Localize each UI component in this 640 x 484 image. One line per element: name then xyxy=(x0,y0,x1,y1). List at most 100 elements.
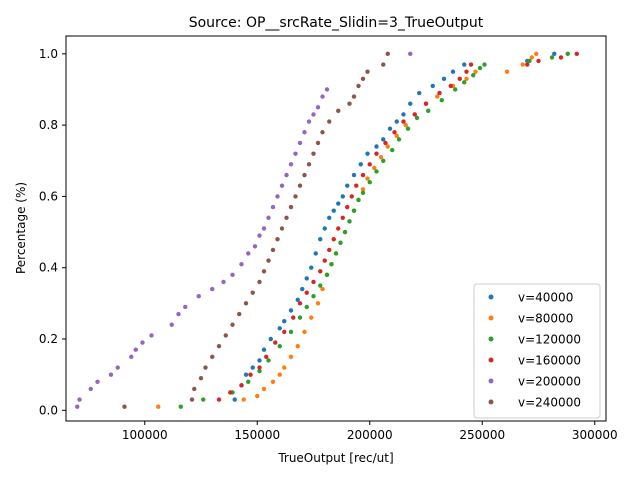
data-point-s5-2 xyxy=(192,386,197,392)
data-point-s0-25 xyxy=(374,144,379,149)
data-point-s3-5 xyxy=(264,354,269,360)
data-point-s0-29 xyxy=(401,112,406,117)
chart-title: Source: OP__srcRate_Slidin=3_TrueOutput xyxy=(189,15,484,31)
data-point-s4-12 xyxy=(183,304,188,310)
data-point-s4-1 xyxy=(77,397,82,402)
data-point-s2-3 xyxy=(246,379,251,384)
data-point-s4-14 xyxy=(210,286,215,292)
data-point-s5-6 xyxy=(216,343,222,349)
data-point-s0-35 xyxy=(462,62,467,67)
data-point-s2-4 xyxy=(257,368,262,374)
data-point-s2-19 xyxy=(356,197,361,203)
data-point-s0-7 xyxy=(277,326,282,331)
data-point-s3-37 xyxy=(574,51,579,57)
legend-label: v=200000 xyxy=(518,375,581,389)
data-point-s5-19 xyxy=(288,204,294,210)
legend-marker xyxy=(488,315,494,321)
data-point-s4-21 xyxy=(261,226,267,231)
data-point-s0-19 xyxy=(336,201,341,206)
data-point-s2-23 xyxy=(381,158,386,163)
data-point-s3-0 xyxy=(216,397,222,402)
data-point-s2-12 xyxy=(324,272,330,278)
data-points xyxy=(75,51,579,409)
data-point-s2-14 xyxy=(333,251,339,256)
data-point-s2-15 xyxy=(338,240,343,245)
data-point-s3-29 xyxy=(437,90,442,96)
data-point-s0-2 xyxy=(243,372,249,377)
data-point-s3-2 xyxy=(239,383,244,388)
data-point-s4-9 xyxy=(149,333,154,338)
data-point-s0-0 xyxy=(232,397,237,402)
data-point-s2-18 xyxy=(351,208,357,213)
data-point-s3-16 xyxy=(336,226,341,231)
data-point-s1-33 xyxy=(473,69,478,74)
y-tick-label: 0.0 xyxy=(39,403,58,417)
data-point-s2-22 xyxy=(374,169,379,174)
data-point-s5-30 xyxy=(351,94,357,99)
data-point-s0-12 xyxy=(304,276,309,281)
data-point-s1-34 xyxy=(504,69,510,74)
data-point-s4-10 xyxy=(169,322,174,327)
data-point-s3-20 xyxy=(354,183,359,188)
data-point-s1-30 xyxy=(435,94,440,99)
data-point-s1-22 xyxy=(365,176,370,181)
legend-marker xyxy=(488,336,494,342)
data-point-s0-32 xyxy=(430,83,435,89)
data-point-s3-27 xyxy=(412,112,417,117)
data-point-s1-11 xyxy=(315,301,321,306)
data-point-s4-33 xyxy=(315,105,321,110)
data-point-s4-19 xyxy=(252,244,258,249)
data-point-s4-32 xyxy=(311,112,316,117)
data-point-s0-27 xyxy=(387,126,393,131)
data-point-s0-20 xyxy=(340,194,345,199)
data-point-s4-25 xyxy=(279,183,285,188)
data-point-s1-10 xyxy=(309,315,314,320)
legend-marker xyxy=(488,399,494,405)
data-point-s2-26 xyxy=(405,126,411,131)
data-point-s3-32 xyxy=(464,69,469,74)
data-point-s3-7 xyxy=(282,329,287,335)
legend-label: v=40000 xyxy=(518,291,573,305)
data-point-s5-12 xyxy=(257,279,262,285)
data-point-s2-20 xyxy=(360,190,366,196)
legend-marker xyxy=(488,378,494,384)
data-point-s0-11 xyxy=(300,286,305,292)
data-point-s5-35 xyxy=(385,51,390,57)
data-point-s0-9 xyxy=(288,308,294,313)
data-point-s1-21 xyxy=(360,187,366,192)
data-point-s5-9 xyxy=(237,311,242,317)
data-point-s1-9 xyxy=(302,329,307,335)
data-point-s2-35 xyxy=(527,58,532,64)
data-point-s5-18 xyxy=(284,215,289,221)
data-point-s0-24 xyxy=(365,151,370,156)
data-point-s2-16 xyxy=(342,229,348,235)
data-point-s0-21 xyxy=(345,183,350,188)
data-point-s5-16 xyxy=(275,236,280,242)
data-point-s4-22 xyxy=(266,215,271,221)
data-point-s0-33 xyxy=(441,76,447,81)
data-point-s4-23 xyxy=(270,204,276,210)
data-point-s4-4 xyxy=(108,372,114,377)
data-point-s5-32 xyxy=(360,76,366,81)
data-point-s4-35 xyxy=(324,87,330,92)
data-point-s2-9 xyxy=(304,304,309,310)
x-tick-label: 200000 xyxy=(347,428,393,442)
legend-label: v=160000 xyxy=(518,354,581,368)
data-point-s3-18 xyxy=(345,204,350,210)
data-point-s1-1 xyxy=(241,397,246,402)
y-tick-label: 0.4 xyxy=(39,261,58,275)
data-point-s0-15 xyxy=(318,236,323,242)
data-point-s5-4 xyxy=(203,365,208,370)
data-point-s3-31 xyxy=(457,76,462,81)
data-point-s5-8 xyxy=(230,322,235,327)
data-point-s2-32 xyxy=(471,73,476,78)
data-point-s5-31 xyxy=(356,83,361,89)
data-point-s3-13 xyxy=(322,258,327,263)
y-tick-label: 0.8 xyxy=(39,118,58,132)
data-point-s0-3 xyxy=(250,365,255,370)
data-point-s5-17 xyxy=(279,226,285,231)
data-point-s3-28 xyxy=(423,101,429,106)
data-point-s3-11 xyxy=(311,279,316,285)
data-point-s5-24 xyxy=(311,151,316,156)
data-point-s2-5 xyxy=(266,358,271,363)
